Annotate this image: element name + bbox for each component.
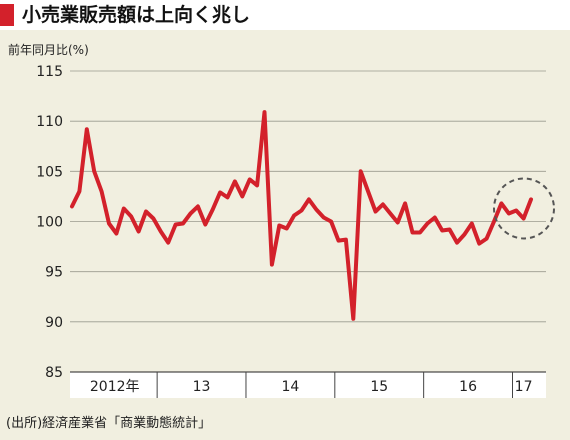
line-chart: 前年同月比(%) 85 90 95 100 105 110 115 2012年 13 14 15 16 1… [8, 42, 555, 398]
x-year-label: 2012年 [90, 379, 140, 395]
x-year-label: 16 [459, 379, 477, 395]
x-year-label: 14 [281, 379, 299, 395]
y-tick-label: 115 [36, 64, 63, 80]
y-tick-label: 85 [45, 365, 63, 381]
y-tick-label: 90 [45, 315, 63, 331]
chart-title: 小売業販売額は上向く兆し [22, 4, 251, 26]
chart-area: 前年同月比(%) 85 90 95 100 105 110 115 2012年 13 14 15 16 1… [0, 30, 570, 410]
source-note: (出所)経済産業省「商業動態統計」 [6, 416, 212, 431]
y-tick-label: 100 [36, 215, 63, 231]
title-bar: 小売業販売額は上向く兆し [0, 0, 570, 30]
y-axis-label: 前年同月比(%) [8, 42, 89, 57]
title-accent-mark [0, 4, 14, 26]
y-tick-label: 95 [45, 265, 63, 281]
x-year-label: 13 [193, 379, 211, 395]
x-year-label: 15 [370, 379, 388, 395]
x-year-label: 17 [515, 379, 533, 395]
x-axis-band [70, 372, 546, 398]
y-tick-label: 110 [36, 114, 63, 130]
highlight-circle [493, 177, 555, 240]
y-tick-label: 105 [36, 164, 63, 180]
series-line [70, 110, 533, 321]
